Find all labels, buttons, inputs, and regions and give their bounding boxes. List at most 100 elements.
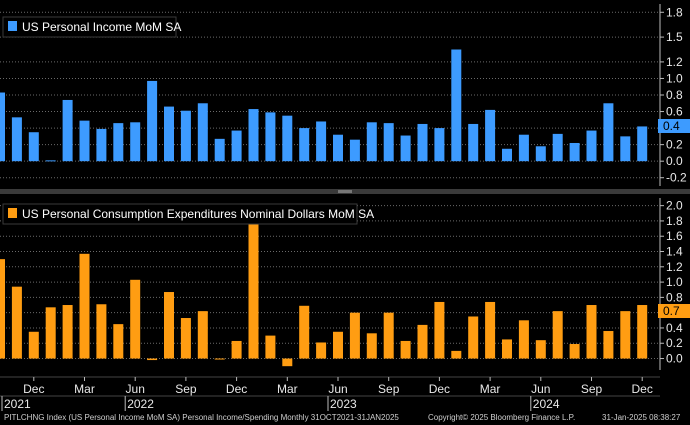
income-bar (485, 109, 496, 162)
income-bar (214, 138, 225, 162)
income-bar (130, 122, 141, 162)
spending-bar (28, 331, 39, 359)
income-bar (349, 139, 360, 162)
x-year-label: 2022 (127, 397, 154, 411)
spending-last-value-box (658, 304, 690, 318)
x-tick-label: Sep (378, 382, 400, 396)
spending-bar (248, 213, 259, 359)
spending-tick-label: 0.8 (666, 290, 683, 304)
income-last-value-badge: 0.4 (658, 119, 690, 133)
spending-bar (366, 333, 377, 359)
income-bar (417, 123, 428, 162)
income-tick-label: 1.5 (666, 30, 683, 44)
spending-bar (586, 305, 597, 359)
x-tick-label: Sep (581, 382, 603, 396)
income-bar (96, 128, 107, 162)
income-bar (451, 49, 462, 162)
spending-bar (502, 339, 512, 359)
x-tick-label: Jun (531, 382, 550, 396)
x-tick-label: Dec (226, 382, 247, 396)
income-bar (535, 146, 546, 162)
spending-bar (451, 350, 462, 359)
x-tick-label: Mar (480, 382, 501, 396)
spending-last-value: 0.7 (663, 304, 680, 318)
x-tick-label: Sep (175, 382, 197, 396)
spending-tick-label: 2.0 (666, 199, 683, 213)
income-tick-label: 0.8 (666, 88, 683, 102)
spending-bar (349, 312, 360, 359)
income-bar (569, 142, 580, 162)
income-last-value: 0.4 (663, 119, 680, 133)
income-bar (248, 109, 259, 162)
income-bar (586, 130, 597, 162)
spending-bar (265, 335, 276, 359)
income-bar (603, 103, 614, 162)
spending-bar (485, 301, 496, 359)
spending-bar (518, 320, 529, 359)
income-tick-label: 0.0 (666, 154, 683, 168)
spending-bar (45, 307, 56, 359)
spending-tick-label: 0.0 (666, 352, 683, 366)
spending-bar (468, 316, 479, 359)
income-panel: -0.2 0.0 0.2 0.40.6 0.8 1.0 1.2 1.5 1.8 US Perso… (0, 4, 690, 186)
spending-bar (417, 324, 428, 359)
spending-bar (62, 305, 73, 359)
panel-divider-handle[interactable] (338, 190, 352, 193)
income-bar (11, 117, 22, 162)
spending-bar (197, 311, 208, 359)
income-bar (468, 123, 479, 162)
footer-source: PITLCHNG Index (US Personal Income MoM S… (4, 413, 399, 422)
spending-bar (79, 253, 90, 359)
income-bar (197, 103, 208, 162)
income-legend: US Personal Income MoM SA (2, 16, 181, 38)
spending-panel: 0.00.20.40.60.81.01.21.41.61.82.0 US Per… (0, 198, 690, 370)
spending-bar (113, 324, 124, 359)
income-legend-label: US Personal Income MoM SA (22, 20, 181, 34)
spending-legend-swatch (8, 208, 17, 218)
spending-legend-box (2, 203, 358, 225)
x-tick-label: Mar (277, 382, 298, 396)
income-bar (333, 134, 343, 162)
income-bar (28, 132, 39, 162)
spending-tick-label: 1.8 (666, 214, 683, 228)
spending-bar (282, 358, 293, 367)
income-bar (62, 99, 73, 162)
income-bar (79, 120, 90, 162)
spending-bar (96, 304, 107, 359)
income-bar (620, 136, 631, 162)
income-bar (180, 110, 191, 162)
spending-tick-label: 0.2 (666, 336, 683, 350)
income-bar (400, 135, 411, 162)
spending-tick-label: 0.4 (666, 321, 683, 335)
chart-canvas: -0.20.00.20.40.60.81.01.21.51.8 US Perso… (0, 4, 690, 411)
income-tick-label: 1.0 (666, 71, 683, 85)
income-bar (552, 133, 563, 162)
income-last-value-box (658, 119, 690, 133)
spending-bar (620, 311, 631, 359)
income-bar (316, 121, 327, 162)
x-axis: Dec Mar Jun Sep Dec Mar Jun Sep Dec Mar Jun Sep Dec … (0, 376, 660, 411)
spending-bar (231, 340, 242, 359)
x-axis-months: Dec Mar Jun Sep Dec Mar Jun Sep Dec Mar Jun Sep Dec (23, 377, 653, 396)
income-bar (282, 115, 293, 162)
spending-bar (552, 311, 563, 359)
spending-bar (333, 331, 343, 359)
x-axis-years: 2021 2022 2023 2024 (1, 396, 560, 411)
income-bar (502, 148, 512, 162)
income-legend-swatch (8, 21, 17, 31)
spending-bar (434, 301, 445, 359)
spending-bar (299, 305, 310, 359)
income-bars (0, 49, 648, 162)
spending-tick-label: 1.6 (666, 229, 683, 243)
income-tick-label: 1.2 (666, 55, 683, 69)
spending-tick-label: 1.2 (666, 260, 683, 274)
income-bar (0, 92, 5, 162)
income-tick-label: 1.8 (666, 5, 683, 19)
spending-bar (214, 358, 225, 360)
spending-tick-label: 1.0 (666, 275, 683, 289)
spending-last-value-badge: 0.7 (658, 304, 690, 318)
spending-bar (180, 318, 191, 359)
x-tick-label: Jun (126, 382, 145, 396)
income-legend-box (2, 16, 177, 38)
income-bar (113, 123, 124, 162)
